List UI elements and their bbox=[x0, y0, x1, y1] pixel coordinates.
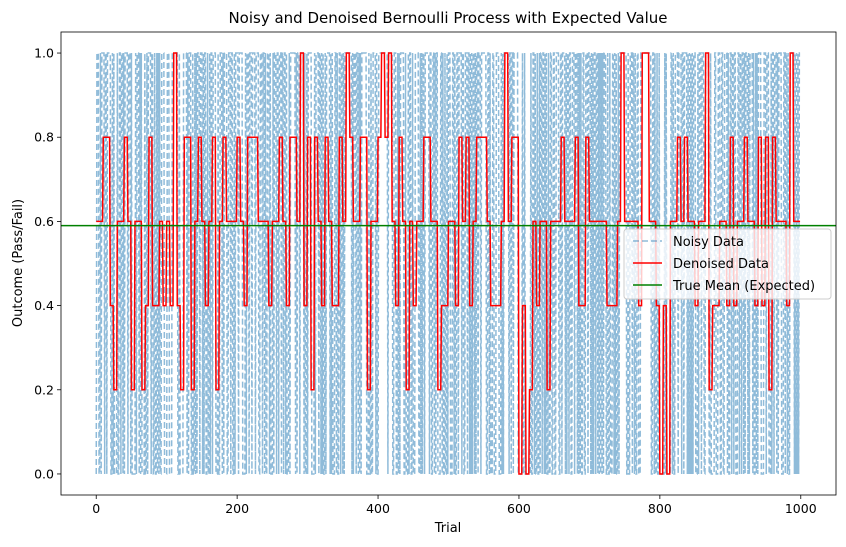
y-tick-label: 0.0 bbox=[34, 466, 54, 481]
x-tick-label: 1000 bbox=[785, 501, 817, 516]
chart-title: Noisy and Denoised Bernoulli Process wit… bbox=[228, 9, 667, 27]
x-axis-label: Trial bbox=[434, 521, 462, 536]
y-tick-label: 0.2 bbox=[34, 382, 54, 397]
legend-noisy-label: Noisy Data bbox=[673, 235, 744, 250]
x-axis: 0 200 400 600 800 1000 bbox=[92, 495, 817, 516]
legend: Noisy Data Denoised Data True Mean (Expe… bbox=[623, 228, 832, 300]
denoised-data-line bbox=[96, 52, 801, 475]
y-tick-label: 0.8 bbox=[34, 130, 54, 145]
legend-mean-label: True Mean (Expected) bbox=[672, 279, 815, 294]
x-tick-label: 200 bbox=[225, 501, 249, 516]
legend-box bbox=[623, 228, 832, 300]
x-tick-label: 0 bbox=[92, 501, 100, 516]
plot-frame bbox=[60, 31, 837, 496]
y-tick-label: 1.0 bbox=[34, 46, 54, 61]
legend-denoised-label: Denoised Data bbox=[673, 257, 769, 272]
y-tick-label: 0.4 bbox=[34, 298, 54, 313]
y-tick-label: 0.6 bbox=[34, 214, 54, 229]
denoised-data-series bbox=[96, 52, 801, 475]
y-axis: 0.0 0.2 0.4 0.6 0.8 1.0 bbox=[34, 46, 61, 481]
y-axis-label: Outcome (Pass/Fail) bbox=[11, 199, 26, 327]
x-tick-label: 400 bbox=[366, 501, 390, 516]
x-tick-label: 800 bbox=[648, 501, 672, 516]
x-tick-label: 600 bbox=[507, 501, 531, 516]
